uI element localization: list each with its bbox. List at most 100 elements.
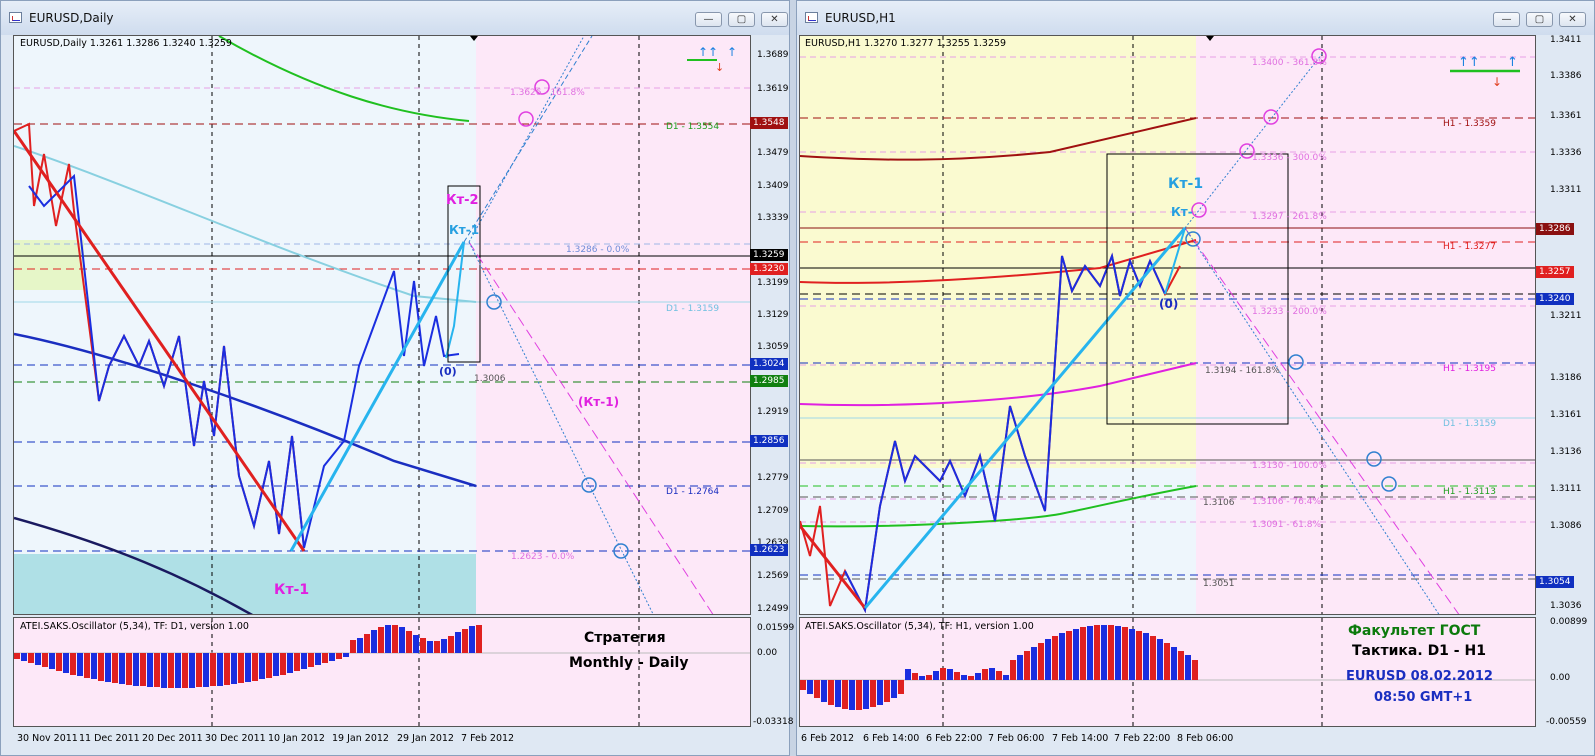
oscillator-bar xyxy=(1157,639,1163,680)
maximize-button[interactable]: ▢ xyxy=(728,12,755,27)
close-button[interactable]: ✕ xyxy=(761,12,788,27)
oscillator-bar xyxy=(196,653,202,687)
oscillator-bar xyxy=(112,653,118,683)
oscillator-header: ATEI.SAKS.Oscillator (5,34), TF: D1, ver… xyxy=(20,621,249,632)
oscillator-bar xyxy=(1031,647,1037,680)
ma-level-label: H1 - 1.3113 xyxy=(1443,487,1496,497)
price-tick: 1.2569 xyxy=(757,571,789,581)
title-bar[interactable]: EURUSD,Daily — ▢ ✕ xyxy=(1,1,789,35)
oscillator-panel-h1[interactable]: ATEI.SAKS.Oscillator (5,34), TF: H1, ver… xyxy=(799,617,1536,727)
oscillator-bar xyxy=(1010,660,1016,680)
fib-level-label: 1.3286 - 0.0% xyxy=(566,245,630,255)
wave-label-zero: (0) xyxy=(1159,297,1179,311)
oscillator-header: ATEI.SAKS.Oscillator (5,34), TF: H1, ver… xyxy=(805,621,1034,632)
window-title: EURUSD,Daily xyxy=(29,11,114,25)
oscillator-panel-daily[interactable]: ATEI.SAKS.Oscillator (5,34), TF: D1, ver… xyxy=(13,617,751,727)
price-level-label: 1.3106 xyxy=(1203,498,1235,508)
date-tick: 7 Feb 2012 xyxy=(461,733,515,744)
wave-label-kt1: Кт-1 xyxy=(1168,176,1204,192)
oscillator-bar xyxy=(441,639,447,653)
price-tick: 1.3136 xyxy=(1550,447,1582,457)
price-tick: 1.3199 xyxy=(757,278,789,288)
oscillator-bar xyxy=(1192,660,1198,680)
oscillator-bar xyxy=(91,653,97,679)
oscillator-bar xyxy=(301,653,307,669)
oscillator-bar xyxy=(912,673,918,680)
oscillator-bar xyxy=(1178,651,1184,680)
osc-tick: -0.00559 xyxy=(1546,717,1587,727)
oscillator-bar xyxy=(1108,625,1114,680)
oscillator-bar xyxy=(182,653,188,688)
svg-text:↑: ↑ xyxy=(727,45,737,59)
oscillator-bar xyxy=(63,653,69,673)
osc-tick: 0.00 xyxy=(1550,673,1571,683)
oscillator-bar xyxy=(224,653,230,685)
oscillator-bar xyxy=(1143,633,1149,680)
fib-level-label: 1.3233 - 200.0% xyxy=(1252,307,1327,317)
minimize-button[interactable]: — xyxy=(1493,12,1520,27)
oscillator-bar xyxy=(476,625,482,653)
oscillator-bar xyxy=(84,653,90,678)
oscillator-bar xyxy=(807,680,813,694)
oscillator-bar xyxy=(203,653,209,687)
oscillator-bar xyxy=(357,638,363,653)
fib-level-label: 1.3130 - 100.0% xyxy=(1252,461,1327,471)
oscillator-bar xyxy=(940,668,946,680)
svg-text:↓: ↓ xyxy=(715,61,724,74)
gost-time: 08:50 GMT+1 xyxy=(1374,690,1473,705)
price-chart-svg: ↑↑ ↑ ↓ xyxy=(14,36,750,614)
oscillator-bar xyxy=(1101,625,1107,680)
oscillator-bar xyxy=(266,653,272,678)
oscillator-bar xyxy=(1052,636,1058,680)
oscillator-bar xyxy=(975,673,981,680)
oscillator-bar xyxy=(1024,651,1030,680)
oscillator-bar xyxy=(469,626,475,653)
wave-label-kt1-projected: (Кт-1) xyxy=(578,395,620,409)
oscillator-bar xyxy=(42,653,48,667)
date-tick: 6 Feb 14:00 xyxy=(863,733,920,744)
close-button[interactable]: ✕ xyxy=(1559,12,1586,27)
oscillator-bar xyxy=(161,653,167,688)
price-tick: 1.3059 xyxy=(757,342,789,352)
price-tag: 1.2856 xyxy=(750,435,788,447)
oscillator-bar xyxy=(259,653,265,679)
oscillator-bar xyxy=(70,653,76,675)
oscillator-bar xyxy=(147,653,153,687)
price-tick: 1.3411 xyxy=(1550,35,1582,45)
maximize-button[interactable]: ▢ xyxy=(1526,12,1553,27)
oscillator-bar xyxy=(140,653,146,686)
price-chart-h1[interactable]: ↑↑ ↑ ↓ EURUSD,H1 1.3270 1.3277 1.3255 1.… xyxy=(799,35,1536,615)
wave-label-kt1-small: Кт- xyxy=(1171,205,1193,219)
price-chart-daily[interactable]: ↑↑ ↑ ↓ EURUSD,Daily 1.3261 1.3286 1.3240… xyxy=(13,35,751,615)
oscillator-bar xyxy=(856,680,862,710)
window-eurusd-h1[interactable]: EURUSD,H1 — ▢ ✕ xyxy=(796,0,1595,756)
minimize-button[interactable]: — xyxy=(695,12,722,27)
ma-level-label: D1 - 1.3159 xyxy=(1443,419,1497,429)
osc-tick: -0.03318 xyxy=(753,717,794,727)
price-tag: 1.3548 xyxy=(750,117,788,129)
ma-level-label: D1 - 1.2764 xyxy=(666,487,720,497)
oscillator-bar xyxy=(455,632,461,653)
fib-level-label: 1.3194 - 161.8% xyxy=(1205,366,1280,376)
oscillator-bar xyxy=(315,653,321,665)
price-tag: 1.3286 xyxy=(1536,223,1574,235)
price-tick: 1.3311 xyxy=(1550,185,1582,195)
oscillator-bar xyxy=(1003,675,1009,680)
oscillator-bar xyxy=(252,653,258,681)
oscillator-bar xyxy=(434,641,440,653)
oscillator-bar xyxy=(336,653,342,659)
title-bar[interactable]: EURUSD,H1 — ▢ ✕ xyxy=(797,1,1594,35)
price-tick: 1.3129 xyxy=(757,310,789,320)
oscillator-bar xyxy=(905,669,911,680)
oscillator-bar xyxy=(1185,655,1191,680)
oscillator-bar xyxy=(1129,629,1135,680)
chart-window-icon xyxy=(9,12,22,23)
price-tick: 1.3111 xyxy=(1550,484,1582,494)
oscillator-bar xyxy=(231,653,237,684)
oscillator-bar xyxy=(933,671,939,680)
window-eurusd-daily[interactable]: EURUSD,Daily — ▢ ✕ xyxy=(0,0,794,756)
oscillator-bar xyxy=(273,653,279,676)
price-tag: 1.3054 xyxy=(1536,576,1574,588)
date-tick: 29 Jan 2012 xyxy=(397,733,454,744)
price-tag: 1.2985 xyxy=(750,375,788,387)
